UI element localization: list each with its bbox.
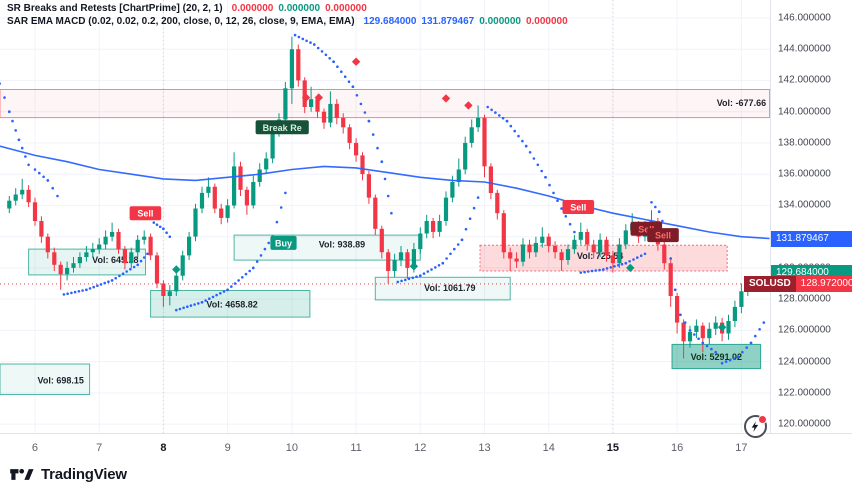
indicator-values: 0.000000 0.000000 0.000000	[227, 3, 367, 14]
time-axis-label-7: 7	[96, 442, 103, 454]
notification-dot	[758, 415, 767, 424]
time-axis-label-11: 11	[350, 442, 362, 454]
zone-volume-label: Vol: -677.66	[717, 98, 766, 108]
zone-demand-box-2[interactable]	[150, 290, 311, 318]
indicator-value: 0.000000	[278, 3, 321, 14]
price-axis-label: 128.000000	[778, 293, 831, 305]
price-axis[interactable]: 146.000000 144.000000 142.000000 140.000000…	[770, 0, 852, 433]
sell-diamond-marker	[351, 57, 361, 66]
indicator-value: 129.684000	[363, 16, 417, 27]
price-axis-label: 134.000000	[778, 199, 831, 211]
buy-diamond-marker	[717, 323, 727, 332]
buy-diamond-marker	[172, 265, 181, 274]
indicator-value: 0.000000	[479, 16, 521, 27]
time-axis-label-9: 9	[224, 442, 231, 454]
zone-volume-label: Vol: 5291.02	[691, 352, 742, 362]
zone-volume-label: Vol: 1061.79	[424, 283, 475, 293]
sell-badge[interactable]	[129, 206, 162, 221]
sell-diamond-marker	[464, 101, 473, 110]
indicator-value: 131.879467	[421, 16, 475, 27]
price-axis-label: 144.000000	[778, 43, 831, 55]
sell-badge-dark[interactable]	[647, 228, 679, 243]
footer: TradingView	[0, 463, 852, 485]
ema-line	[0, 145, 770, 240]
zone-volume-label: Vol: 698.15	[38, 375, 84, 385]
sell-badge-label: Sell	[570, 203, 586, 213]
indicator-legend-sar-ema-macd[interactable]: SAR EMA MACD (0.02, 0.02, 0.2, 200, clos…	[7, 15, 568, 28]
sell-badge[interactable]	[562, 200, 595, 214]
time-axis-label-14: 14	[542, 442, 555, 454]
price-axis-label: 146.000000	[778, 12, 831, 24]
buy-diamond-marker	[626, 263, 635, 273]
time-axis-label-12: 12	[414, 442, 427, 454]
time-axis-label-8: 8	[160, 442, 167, 454]
break-retest-badge[interactable]	[255, 120, 309, 135]
indicator-title[interactable]: SR Breaks and Retests [ChartPrime] (20, …	[7, 3, 223, 14]
price-axis-label: 122.000000	[778, 387, 831, 399]
zone-volume-label: Vol: 645.28	[92, 255, 138, 265]
sar-dots-layer	[0, 33, 766, 365]
sell-diamond-marker	[314, 93, 323, 102]
time-axis-label-10: 10	[285, 442, 298, 454]
time-axis-label-16: 16	[671, 442, 684, 454]
candles-layer	[7, 36, 750, 359]
time-axis-label-17: 17	[735, 442, 748, 454]
buy-diamond-marker	[409, 262, 419, 271]
time-axis[interactable]: 6 7 8 9 10 11 12 13 14 15 16 17	[0, 433, 852, 464]
tradingview-logo[interactable]: TradingView	[9, 466, 852, 483]
tradingview-logo-text: TradingView	[41, 466, 127, 483]
price-axis-label: 130.000000	[778, 262, 831, 274]
buy-badge[interactable]	[270, 235, 297, 250]
zone-demand-box-4[interactable]	[0, 363, 91, 395]
tradingview-logo-icon	[10, 468, 34, 480]
time-axis-label-6: 6	[31, 442, 39, 454]
sell-diamond-marker	[441, 94, 451, 103]
price-axis-label: 124.000000	[778, 356, 831, 368]
chart-canvas[interactable]: Vol: -677.66 Vol: 725.54 Vol: 645.28 Vol: 4…	[0, 0, 770, 438]
indicator-legend: SR Breaks and Retests [ChartPrime] (20, …	[7, 2, 568, 28]
price-axis-label: 120.000000	[778, 418, 831, 430]
indicator-value: 0.000000	[231, 3, 274, 14]
sell-badge-dark-label: Sell	[638, 224, 654, 234]
indicator-values: 129.684000 131.879467 0.000000 0.000000	[359, 16, 568, 27]
sell-badge-label: Sell	[137, 209, 153, 219]
price-axis-label: 138.000000	[778, 137, 831, 149]
zone-volume-label: Vol: 4658.82	[206, 300, 257, 310]
price-axis-label: 132.000000	[778, 231, 831, 243]
buy-badge-label: Buy	[275, 238, 292, 248]
indicator-legend-sr-breaks-retests[interactable]: SR Breaks and Retests [ChartPrime] (20, …	[7, 2, 568, 15]
zone-resistance-band[interactable]	[0, 89, 770, 119]
grid-layer	[0, 0, 770, 433]
indicator-value: 0.000000	[325, 3, 367, 14]
indicator-title[interactable]: SAR EMA MACD (0.02, 0.02, 0.2, 200, clos…	[7, 16, 355, 27]
price-axis-label: 142.000000	[778, 74, 831, 86]
price-axis-label: 140.000000	[778, 106, 831, 118]
lightning-button[interactable]	[744, 415, 767, 438]
break-retest-badge-label: Break Re	[263, 123, 302, 133]
zone-demand-box-3[interactable]	[374, 276, 511, 301]
sell-diamond-marker	[301, 93, 311, 102]
time-axis-label-15: 15	[606, 442, 620, 454]
price-axis-label: 136.000000	[778, 168, 831, 180]
time-axis-label-13: 13	[478, 442, 491, 454]
zone-volume-label: Vol: 938.89	[319, 240, 365, 250]
indicator-value: 0.000000	[525, 16, 568, 27]
lightning-icon	[751, 421, 759, 432]
sell-badge-dark-label: Sell	[655, 231, 671, 241]
price-axis-label: 126.000000	[778, 324, 831, 336]
